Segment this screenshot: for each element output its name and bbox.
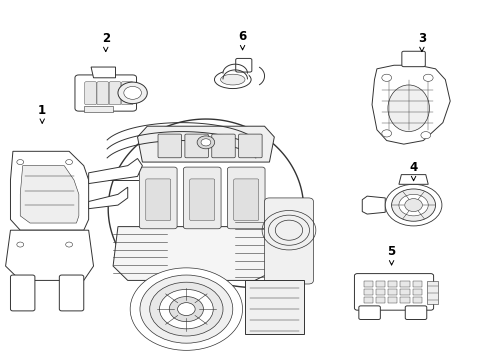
FancyBboxPatch shape <box>364 297 373 303</box>
FancyBboxPatch shape <box>234 179 259 221</box>
Text: 1: 1 <box>38 104 46 123</box>
FancyBboxPatch shape <box>10 275 35 311</box>
FancyBboxPatch shape <box>158 134 181 158</box>
Circle shape <box>140 275 233 343</box>
FancyBboxPatch shape <box>364 289 373 295</box>
Circle shape <box>385 184 442 226</box>
FancyBboxPatch shape <box>376 289 385 295</box>
FancyBboxPatch shape <box>85 82 97 105</box>
Circle shape <box>169 297 203 321</box>
Polygon shape <box>89 187 128 209</box>
Circle shape <box>150 282 223 336</box>
FancyBboxPatch shape <box>427 281 438 305</box>
Polygon shape <box>20 166 79 223</box>
Circle shape <box>159 289 213 329</box>
FancyBboxPatch shape <box>413 289 422 295</box>
Polygon shape <box>113 226 299 280</box>
FancyBboxPatch shape <box>185 134 208 158</box>
Text: 2: 2 <box>102 32 110 51</box>
Text: 4: 4 <box>410 161 417 181</box>
FancyBboxPatch shape <box>183 167 221 229</box>
Circle shape <box>382 130 392 137</box>
Text: 6: 6 <box>239 30 246 50</box>
Polygon shape <box>89 158 143 184</box>
Polygon shape <box>362 196 385 214</box>
Polygon shape <box>138 126 274 162</box>
FancyBboxPatch shape <box>236 58 252 72</box>
Text: 3: 3 <box>418 32 426 51</box>
FancyBboxPatch shape <box>376 297 385 303</box>
FancyBboxPatch shape <box>140 167 177 229</box>
Polygon shape <box>91 67 116 78</box>
Circle shape <box>197 136 215 149</box>
FancyBboxPatch shape <box>413 297 422 303</box>
Ellipse shape <box>215 71 251 89</box>
FancyBboxPatch shape <box>400 297 410 303</box>
Ellipse shape <box>388 85 429 132</box>
Circle shape <box>66 159 73 165</box>
Circle shape <box>66 242 73 247</box>
Circle shape <box>405 199 422 212</box>
Circle shape <box>382 74 392 81</box>
FancyBboxPatch shape <box>146 179 171 221</box>
FancyBboxPatch shape <box>402 51 425 67</box>
Polygon shape <box>245 280 304 334</box>
FancyBboxPatch shape <box>388 297 397 303</box>
Polygon shape <box>10 151 89 230</box>
Circle shape <box>423 74 433 81</box>
FancyBboxPatch shape <box>359 306 380 319</box>
FancyBboxPatch shape <box>122 82 133 105</box>
Polygon shape <box>108 119 304 288</box>
FancyBboxPatch shape <box>97 82 109 105</box>
FancyBboxPatch shape <box>376 282 385 287</box>
FancyBboxPatch shape <box>84 107 113 112</box>
FancyBboxPatch shape <box>239 134 262 158</box>
FancyBboxPatch shape <box>212 134 235 158</box>
FancyBboxPatch shape <box>388 282 397 287</box>
FancyBboxPatch shape <box>405 306 427 319</box>
Polygon shape <box>372 65 450 144</box>
Circle shape <box>118 82 147 104</box>
Polygon shape <box>5 230 94 280</box>
Circle shape <box>17 242 24 247</box>
Circle shape <box>399 194 428 216</box>
FancyBboxPatch shape <box>59 275 84 311</box>
Text: 5: 5 <box>388 245 396 265</box>
FancyBboxPatch shape <box>354 274 434 310</box>
Circle shape <box>17 159 24 165</box>
FancyBboxPatch shape <box>388 289 397 295</box>
Ellipse shape <box>220 74 245 85</box>
Circle shape <box>130 268 243 350</box>
FancyBboxPatch shape <box>227 167 265 229</box>
FancyBboxPatch shape <box>400 289 410 295</box>
FancyBboxPatch shape <box>265 198 314 284</box>
FancyBboxPatch shape <box>75 75 137 111</box>
FancyBboxPatch shape <box>400 282 410 287</box>
FancyBboxPatch shape <box>364 282 373 287</box>
Circle shape <box>392 189 436 221</box>
FancyBboxPatch shape <box>413 282 422 287</box>
Polygon shape <box>399 175 428 184</box>
Circle shape <box>177 303 195 316</box>
Circle shape <box>201 139 211 146</box>
Circle shape <box>421 132 431 139</box>
Circle shape <box>124 86 142 99</box>
FancyBboxPatch shape <box>109 82 121 105</box>
FancyBboxPatch shape <box>190 179 215 221</box>
